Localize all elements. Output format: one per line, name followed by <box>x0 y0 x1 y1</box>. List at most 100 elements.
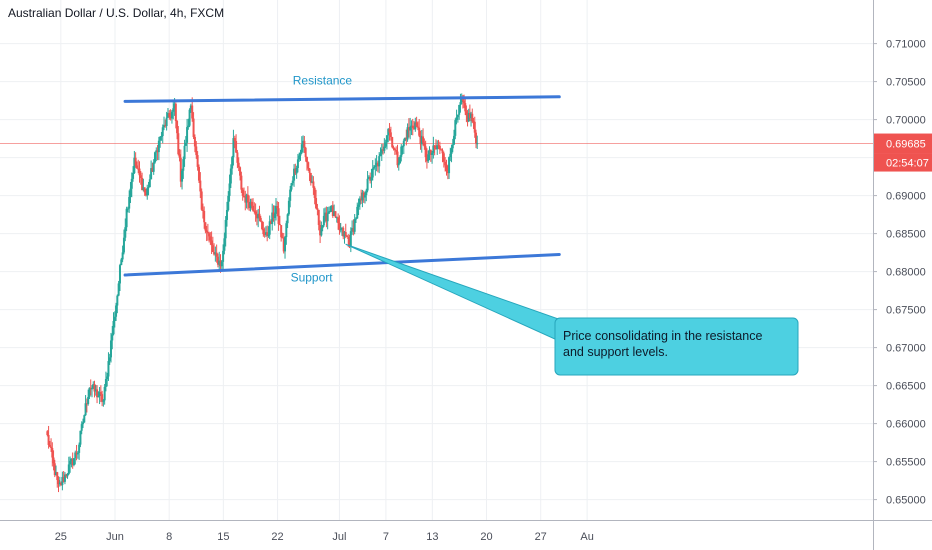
candle-up <box>106 372 109 387</box>
candle-up <box>161 124 164 144</box>
bar-countdown-label: 02:54:07 <box>886 158 929 170</box>
candle-down <box>62 471 65 483</box>
candle-down <box>85 398 88 413</box>
candle-down <box>195 141 198 159</box>
candle-down <box>141 172 144 191</box>
candle-up <box>311 175 314 184</box>
candle-up <box>404 137 407 142</box>
candle-down <box>442 151 445 168</box>
candle-up <box>184 136 187 147</box>
candle-down <box>472 117 475 129</box>
candle-up <box>172 100 175 120</box>
candle-up <box>88 387 91 399</box>
candle-down <box>422 128 425 146</box>
y-tick-label: 0.68000 <box>886 267 926 279</box>
candle-up <box>109 332 112 363</box>
candle-down <box>319 220 322 244</box>
candle-down <box>425 148 428 169</box>
candle-down <box>196 151 199 171</box>
candle-up <box>166 107 169 118</box>
candle-up <box>329 206 332 213</box>
candle-down <box>272 205 275 222</box>
candle-up <box>118 263 121 292</box>
candle-up <box>108 353 111 365</box>
candle-up <box>349 227 352 253</box>
candle-down <box>248 195 251 211</box>
candle-down <box>294 163 297 176</box>
candle-down <box>46 430 49 437</box>
candle-up <box>374 158 377 176</box>
candle-down <box>416 121 419 131</box>
x-tick-label: 20 <box>480 531 492 543</box>
y-tick-label: 0.67000 <box>886 343 926 355</box>
callout-box <box>554 317 799 376</box>
candle-down <box>277 201 280 231</box>
candle-up <box>274 198 277 221</box>
candle-up <box>102 399 105 407</box>
candle-down <box>139 171 142 185</box>
candle-up <box>82 418 85 429</box>
last-price-label: 0.69685 <box>886 139 926 151</box>
candle-up <box>327 206 330 215</box>
candle-down <box>434 139 437 150</box>
candle-up <box>97 391 100 398</box>
candle-up <box>343 231 346 244</box>
candle-down <box>438 141 441 154</box>
candle-down <box>75 444 78 461</box>
candle-up <box>285 220 288 245</box>
candle-down <box>134 152 137 168</box>
candle-down <box>331 201 334 218</box>
candle-up <box>470 111 473 127</box>
candle-down <box>138 161 141 183</box>
candle-up <box>371 160 374 181</box>
candle-down <box>433 144 436 156</box>
candle-down <box>156 145 159 161</box>
candle-down <box>413 120 416 130</box>
candle-up <box>113 311 116 328</box>
x-tick-label: 7 <box>383 531 389 543</box>
candle-up <box>70 458 73 468</box>
candle-up <box>228 174 231 202</box>
candle-down <box>174 102 177 129</box>
candle-down <box>262 221 265 237</box>
candle-down <box>466 109 469 127</box>
candle-down <box>206 223 209 241</box>
candle-up <box>373 165 376 170</box>
candle-up <box>284 236 287 259</box>
candle-down <box>250 198 253 210</box>
candle-down <box>246 186 249 210</box>
candle-up <box>112 312 115 336</box>
candle-down <box>317 209 320 231</box>
candle-up <box>84 395 87 416</box>
candle-up <box>406 123 409 142</box>
candle-down <box>178 149 181 162</box>
candle-up <box>358 196 361 210</box>
candle-down <box>282 232 285 254</box>
candle-up <box>271 203 274 231</box>
candle-up <box>427 150 430 164</box>
candle-up <box>428 146 431 161</box>
candle-up <box>291 176 294 186</box>
candle-down <box>259 215 262 223</box>
candle-up <box>365 188 368 202</box>
candle-down <box>362 190 365 203</box>
candle-down <box>474 129 477 149</box>
candle-down <box>309 172 312 186</box>
candle-down <box>52 450 55 471</box>
candle-up <box>326 206 329 230</box>
y-tick-label: 0.71000 <box>886 39 926 51</box>
candle-down <box>338 215 341 235</box>
candle-down <box>177 126 180 156</box>
candle-down <box>281 232 284 239</box>
candle-down <box>99 385 102 403</box>
candle-down <box>392 145 395 151</box>
candle-up <box>322 208 325 227</box>
candle-up <box>128 190 131 213</box>
candle-up <box>132 166 135 182</box>
candle-up <box>227 191 230 212</box>
candle-up <box>115 302 118 322</box>
candle-up <box>420 129 423 153</box>
candle-down <box>415 116 418 128</box>
y-tick-label: 0.68500 <box>886 229 926 241</box>
